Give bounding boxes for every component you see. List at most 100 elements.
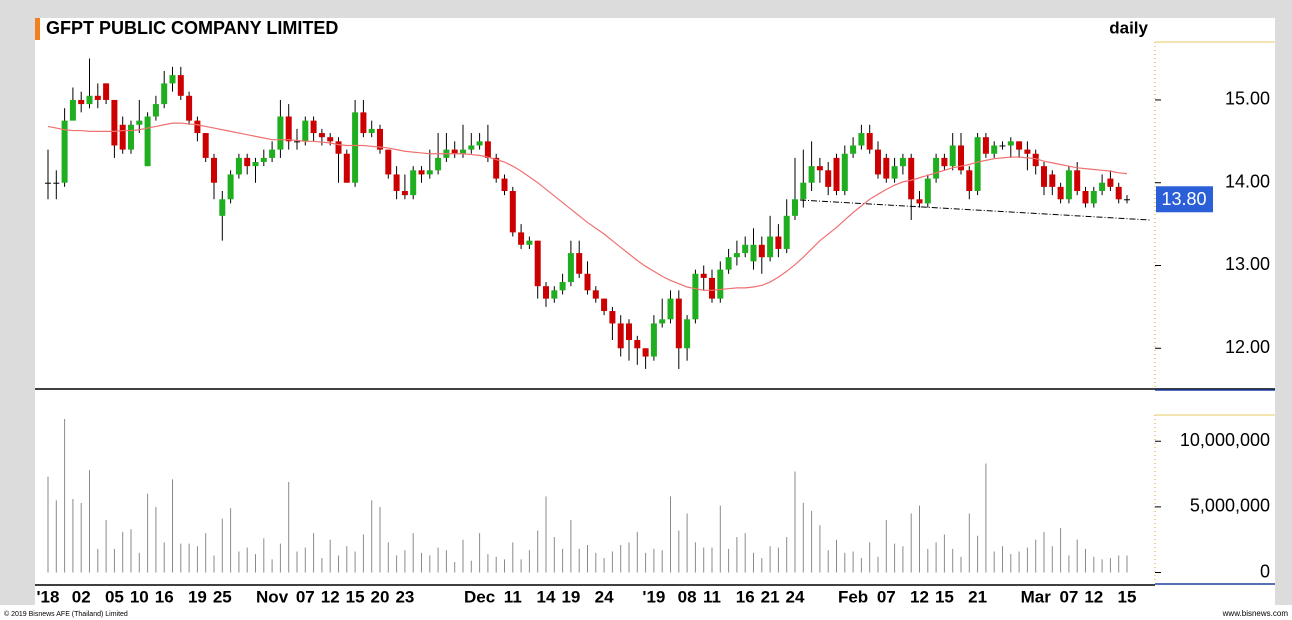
- candle-body: [966, 170, 973, 191]
- candle-body: [642, 348, 649, 357]
- candle-body: [111, 99, 118, 146]
- x-tick-label: 08: [678, 587, 697, 606]
- x-tick-label: 14: [537, 587, 556, 606]
- candle-body: [974, 137, 981, 191]
- trend-line: [799, 199, 1151, 221]
- candle-body: [244, 157, 251, 167]
- candle-body: [169, 75, 176, 84]
- candle-body: [509, 190, 516, 233]
- candle-body: [584, 273, 591, 291]
- candle-body: [1057, 186, 1064, 200]
- candle-body: [617, 323, 624, 349]
- candle-body: [742, 244, 749, 254]
- candle-body: [294, 141, 300, 143]
- candle-body: [858, 133, 865, 146]
- candle-body: [709, 277, 715, 299]
- candle-body: [393, 174, 400, 191]
- x-tick-label: 23: [395, 587, 414, 606]
- candle-body: [833, 157, 840, 191]
- candle-body: [941, 157, 948, 167]
- candle-body: [1115, 186, 1122, 200]
- candle-body: [235, 157, 242, 175]
- candle-body: [816, 166, 823, 171]
- x-tick-label: 07: [877, 587, 896, 606]
- x-tick-label: Mar: [1021, 587, 1052, 606]
- candle-body: [460, 149, 466, 154]
- x-tick-label: 12: [321, 587, 340, 606]
- candle-body: [119, 124, 126, 150]
- y-tick-label: 10,000,000: [1180, 430, 1270, 450]
- x-tick-label: 25: [213, 587, 232, 606]
- candle-body: [991, 145, 998, 154]
- candle-body: [808, 166, 815, 183]
- candle-body: [551, 290, 558, 299]
- candle-body: [1024, 149, 1031, 154]
- candle-body: [866, 133, 873, 150]
- x-tick-label: 12: [1084, 587, 1103, 606]
- candle-body: [601, 298, 608, 312]
- candle-body: [949, 145, 956, 167]
- candle-body: [94, 95, 101, 100]
- website: www.bisnews.com: [1222, 609, 1289, 618]
- last-price-label: 13.80: [1161, 189, 1206, 209]
- candle-body: [592, 290, 599, 299]
- x-tick-label: 15: [1118, 587, 1137, 606]
- y-tick-label: 0: [1260, 561, 1270, 581]
- candle-body: [352, 112, 359, 183]
- candle-body: [725, 257, 732, 270]
- candle-body: [526, 240, 533, 245]
- candle-body: [227, 174, 234, 200]
- x-tick-label: 07: [1059, 587, 1078, 606]
- candle-body: [1107, 178, 1114, 187]
- candle-body: [1049, 174, 1056, 187]
- y-tick-label: 14.00: [1225, 171, 1270, 191]
- candle-body: [219, 199, 226, 216]
- plot-background: [35, 18, 1275, 605]
- y-tick-label: 5,000,000: [1190, 496, 1270, 516]
- candle-body: [518, 232, 525, 245]
- candle-body: [1074, 170, 1081, 191]
- x-tick-label: 07: [296, 587, 315, 606]
- candle-body: [924, 178, 931, 204]
- candle-body: [78, 99, 85, 105]
- x-tick-label: 21: [761, 587, 780, 606]
- x-tick-label: 24: [595, 587, 614, 606]
- candle-body: [335, 141, 342, 154]
- candle-body: [534, 240, 541, 287]
- candle-body: [302, 120, 309, 142]
- x-tick-label: '18: [37, 587, 60, 606]
- candle-body: [360, 112, 367, 134]
- candle-body: [908, 157, 915, 200]
- x-tick-label: 12: [910, 587, 929, 606]
- candle-body: [1099, 182, 1106, 191]
- candle-body: [343, 153, 350, 183]
- candle-body: [418, 170, 425, 175]
- candle-body: [269, 149, 276, 158]
- candle-body: [567, 253, 574, 283]
- candle-body: [277, 116, 284, 150]
- candle-body: [692, 273, 699, 320]
- chart-title: GFPT PUBLIC COMPANY LIMITED: [46, 18, 338, 38]
- x-tick-label: Dec: [464, 587, 495, 606]
- candle-body: [1032, 153, 1039, 167]
- x-tick-label: 24: [786, 587, 805, 606]
- candle-body: [327, 137, 334, 142]
- x-tick-label: 02: [72, 587, 91, 606]
- candle-body: [476, 141, 483, 146]
- candle-body: [634, 339, 641, 349]
- candle-body: [800, 182, 807, 200]
- y-tick-label: 15.00: [1225, 89, 1270, 109]
- candle-body: [650, 323, 657, 357]
- candle-body: [69, 99, 76, 121]
- candle-body: [758, 244, 765, 258]
- candle-body: [61, 120, 68, 183]
- candle-body: [841, 153, 848, 191]
- candle-body: [1065, 170, 1072, 200]
- candle-body: [916, 199, 923, 204]
- candle-body: [161, 83, 168, 105]
- candle-body: [1007, 141, 1014, 146]
- candle-body: [667, 298, 674, 320]
- candle-body: [285, 116, 292, 142]
